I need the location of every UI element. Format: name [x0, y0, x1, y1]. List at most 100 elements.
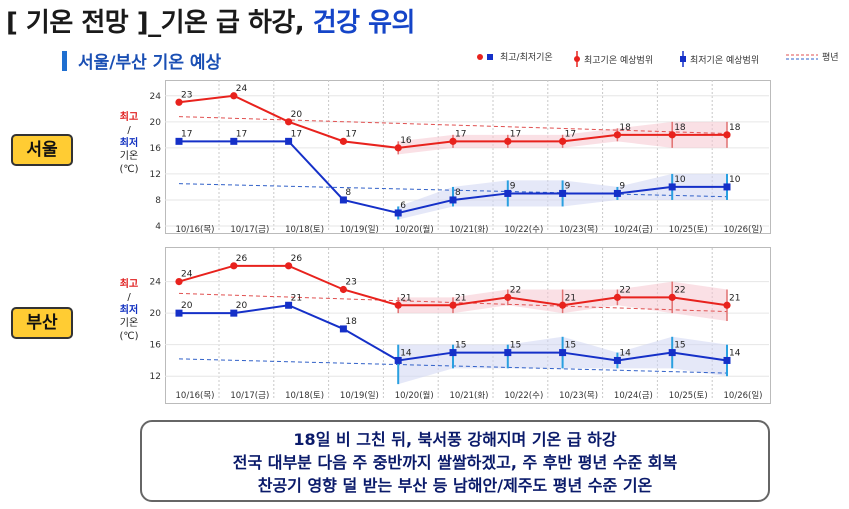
legend-max-range: 최고기온 예상범위 — [572, 50, 653, 68]
min-temp-label-seoul: 17 — [181, 129, 192, 139]
subtitle-bar — [62, 51, 67, 71]
min-temp-label-busan: 18 — [345, 317, 357, 327]
min-temp-label-busan: 15 — [455, 341, 466, 351]
min-temp-label-busan: 15 — [510, 341, 521, 351]
max-temp-point-seoul — [449, 137, 457, 145]
x-tick-label-busan: 10/22(수) — [504, 391, 543, 401]
max-temp-point-busan — [230, 262, 238, 270]
min-temp-point-busan — [668, 349, 676, 357]
max-temp-label-seoul: 17 — [455, 129, 466, 139]
legend-max-range-label: 최고기온 예상범위 — [584, 55, 654, 66]
summary-box: 18일 비 그친 뒤, 북서풍 강해지며 기온 급 하강 전국 대부분 다음 주… — [140, 420, 770, 502]
legend-normal-label: 평년 — [822, 53, 839, 63]
chart-frame-busan — [165, 247, 771, 404]
min-temp-point-seoul — [723, 183, 731, 191]
min-temp-point-seoul — [449, 196, 457, 204]
x-tick-label-seoul: 10/18(토) — [285, 225, 324, 235]
max-temp-label-seoul: 18 — [729, 123, 741, 133]
min-temp-label-seoul: 9 — [565, 181, 571, 191]
legend-max-range-icon — [574, 51, 580, 67]
summary-line-1: 18일 비 그친 뒤, 북서풍 강해지며 기온 급 하강 — [293, 430, 617, 449]
min-temp-point-seoul — [668, 183, 676, 191]
x-tick-label-busan: 10/19(일) — [340, 391, 379, 401]
max-temp-label-seoul: 20 — [291, 110, 303, 120]
min-temp-label-seoul: 10 — [729, 175, 741, 185]
max-temp-point-busan — [339, 285, 347, 294]
x-tick-label-seoul: 10/23(목) — [559, 225, 598, 235]
x-tick-label-busan: 10/25(토) — [669, 391, 708, 401]
max-temp-point-busan — [285, 262, 293, 270]
max-temp-label-busan: 22 — [674, 285, 685, 295]
max-temp-point-busan — [723, 301, 731, 309]
x-tick-label-busan: 10/21(화) — [450, 391, 489, 401]
legend-min-range-icon — [680, 51, 686, 67]
y-tick-label-seoul: 16 — [150, 144, 162, 154]
x-tick-label-seoul: 10/22(수) — [504, 225, 543, 235]
min-temp-point-seoul — [504, 189, 512, 197]
x-tick-label-busan: 10/26(일) — [724, 391, 763, 401]
normal-max-line-seoul — [178, 116, 728, 135]
legend-normal-icon — [786, 54, 818, 59]
max-temp-label-busan: 26 — [236, 254, 248, 264]
max-temp-point-seoul — [613, 131, 622, 139]
min-temp-label-seoul: 9 — [510, 181, 516, 191]
max-temp-point-busan — [613, 293, 622, 301]
min-temp-label-seoul: 8 — [345, 188, 351, 198]
min-temp-point-busan — [613, 356, 621, 364]
legend-max-min-icon — [477, 53, 493, 60]
min-temp-point-busan — [449, 349, 457, 357]
summary-line-3: 찬공기 영향 덜 받는 부산 등 남해안/제주도 평년 수준 기온 — [257, 476, 653, 495]
x-tick-label-seoul: 10/20(월) — [395, 224, 434, 235]
max-temp-label-seoul: 18 — [674, 123, 686, 133]
min-temp-point-busan — [175, 309, 183, 317]
min-temp-label-busan: 14 — [400, 348, 412, 358]
max-temp-label-seoul: 17 — [510, 129, 521, 139]
min-temp-point-seoul — [613, 189, 621, 197]
min-temp-point-seoul — [230, 137, 238, 145]
min-temp-point-seoul — [559, 189, 567, 197]
max-temp-point-busan — [449, 301, 457, 309]
min-temp-label-seoul: 17 — [291, 129, 302, 139]
x-tick-label-seoul: 10/21(화) — [450, 225, 489, 235]
min-temp-label-busan: 15 — [565, 341, 576, 351]
legend-min-range-label: 최저기온 예상범위 — [690, 55, 760, 66]
x-tick-label-seoul: 10/24(금) — [614, 225, 653, 235]
y-tick-label-busan: 20 — [150, 309, 162, 319]
min-temp-label-seoul: 10 — [674, 175, 686, 185]
max-temp-point-seoul — [175, 98, 183, 106]
max-temp-point-seoul — [668, 131, 676, 139]
max-temp-label-busan: 21 — [729, 293, 740, 303]
min-temp-label-seoul: 6 — [400, 201, 406, 211]
y-tick-label-seoul: 12 — [150, 170, 161, 180]
max-temp-point-seoul — [285, 118, 293, 126]
min-temp-point-busan — [504, 349, 512, 357]
summary-line-2: 전국 대부분 다음 주 중반까지 쌀쌀하겠고, 주 후반 평년 수준 회복 — [232, 453, 678, 472]
chart-subtitle: 서울/부산 기온 예상 — [78, 53, 222, 73]
ylabel-seoul: 최고 / 최저 기온 (℃) — [119, 112, 139, 175]
legend-max-min: 최고/최저기온 — [476, 50, 553, 63]
max-temp-point-seoul — [723, 131, 731, 139]
legend-normal: 평년 — [786, 50, 839, 63]
page-title: [ 기온 전망 ]_기온 급 하강, 건강 유의 — [6, 8, 415, 38]
min-temp-label-busan: 21 — [291, 293, 302, 303]
y-tick-label-busan: 12 — [150, 372, 161, 382]
max-temp-label-seoul: 17 — [565, 129, 576, 139]
x-tick-label-seoul: 10/17(금) — [230, 225, 269, 235]
max-temp-point-busan — [504, 293, 512, 301]
max-temp-label-busan: 23 — [345, 277, 356, 287]
x-tick-label-busan: 10/23(목) — [559, 391, 598, 401]
min-temp-label-seoul: 17 — [236, 129, 247, 139]
min-temp-point-seoul — [394, 209, 402, 217]
min-temp-point-busan — [723, 356, 731, 364]
min-temp-point-busan — [285, 301, 293, 309]
max-temp-label-seoul: 24 — [236, 84, 248, 94]
max-temp-label-busan: 21 — [565, 293, 576, 303]
max-temp-point-seoul — [559, 137, 567, 145]
max-temp-label-seoul: 18 — [619, 123, 631, 133]
x-tick-label-busan: 10/20(월) — [395, 390, 434, 401]
legend-max-min-label: 최고/최저기온 — [500, 53, 553, 63]
max-temp-point-seoul — [230, 92, 238, 100]
max-temp-label-busan: 21 — [455, 293, 466, 303]
max-temp-label-busan: 26 — [291, 254, 303, 264]
